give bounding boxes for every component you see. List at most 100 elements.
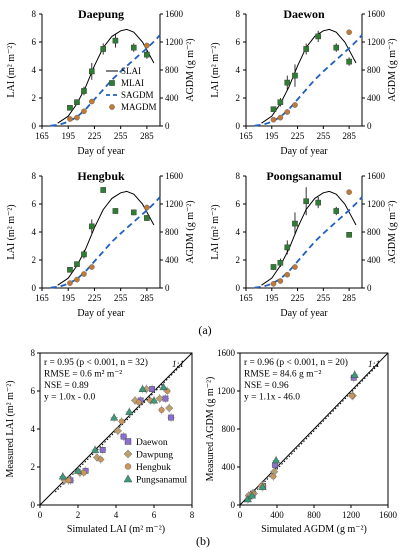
daewon-title: Daewon [283, 7, 325, 21]
agdm_scatter-y-tick-label: 400 [222, 462, 236, 472]
agdm_scatter-hengbuk-point [270, 473, 277, 480]
hengbuk-mlai-point [100, 187, 106, 193]
agdm_scatter-pungsanamul-point [258, 482, 267, 490]
daewon-y-axis-label-left: LAI (m² m⁻²) [210, 42, 221, 97]
hengbuk-y-tick-label-left: 8 [32, 171, 37, 181]
poongsanamul-y-axis-label-left: LAI (m² m⁻²) [210, 204, 221, 259]
daewon-mlai-point [277, 99, 284, 105]
daepung-mlai-point [112, 37, 119, 44]
daewon-mlai-point [303, 46, 309, 52]
poongsanamul-y-tick-label-right: 400 [367, 255, 381, 265]
daepung-mlai-point [74, 99, 80, 105]
daepung-magdm-point [74, 114, 80, 121]
poongsanamul-y-tick-label-right: 1600 [367, 171, 386, 181]
agdm_scatter-pungsanamul-point [247, 491, 257, 499]
lai_scatter-hengbuk-point [80, 469, 87, 476]
hengbuk-mlai-point [112, 208, 119, 214]
lai_scatter-legend-swatch [124, 438, 132, 445]
hengbuk-magdm-point [67, 280, 73, 286]
hengbuk-y-tick-label-right: 1600 [165, 171, 184, 181]
daewon-mlai-point [333, 44, 340, 51]
lai_scatter-daewon-point [120, 433, 127, 440]
lai_scatter-x-tick-label: 6 [152, 510, 157, 520]
hengbuk-sagdm-line [50, 196, 161, 289]
daepung-magdm-point [67, 116, 73, 122]
daepung-x-tick-label: 225 [88, 131, 102, 141]
agdm_scatter-y-tick-label: 0 [231, 500, 236, 510]
lai_scatter-stat-line: r = 0.95 (p < 0.001, n = 32) [44, 357, 148, 368]
daewon-y-axis-label-right: AGDM (g m⁻²) [387, 38, 398, 101]
poongsanamul-mlai-point [284, 244, 291, 251]
panel-label-b: (b) [196, 534, 210, 548]
daewon-x-axis-label: Day of year [280, 146, 328, 157]
hengbuk-x-axis-label: Day of year [77, 308, 125, 319]
daewon-y-tick-label-left: 4 [236, 65, 241, 75]
poongsanamul-x-tick-label: 225 [291, 293, 305, 303]
daepung-y-axis-label-left: LAI (m² m⁻²) [6, 42, 17, 97]
lai_scatter-legend-swatch [123, 449, 133, 459]
hengbuk-magdm-point [89, 264, 95, 270]
daepung-mlai-point [81, 88, 87, 94]
daewon-mlai-point [315, 33, 321, 40]
lai_scatter-y-tick-label: 8 [31, 348, 36, 358]
lai_scatter-y-tick-label: 0 [31, 500, 36, 510]
daewon-y-tick-label-right: 1200 [367, 37, 386, 47]
daepung-y-tick-label-right: 1200 [165, 37, 184, 47]
poongsanamul-y-tick-label-left: 6 [236, 199, 241, 209]
lai_scatter-x-tick-label: 0 [38, 510, 43, 520]
agdm_scatter-y-tick-label: 800 [222, 424, 236, 434]
daewon-y-tick-label-left: 2 [236, 93, 241, 103]
hengbuk-y-tick-label-right: 400 [165, 255, 179, 265]
lai_scatter-dawpung-point [165, 404, 174, 413]
poongsanamul-y-tick-label-left: 0 [236, 283, 241, 293]
daewon-mlai-point [292, 72, 298, 79]
poongsanamul-y-tick-label-right: 1200 [367, 199, 386, 209]
daepung-mlai-point [67, 104, 73, 111]
daewon-x-tick-label: 225 [291, 131, 305, 141]
daepung-x-tick-label: 255 [114, 131, 128, 141]
lai_scatter-pungsanamul-point [110, 413, 119, 421]
lai_scatter-dawpung-point [155, 394, 164, 403]
lai_scatter-pungsanamul-point [159, 383, 168, 391]
lai_scatter-stat-line: y = 1.0x - 0.0 [44, 393, 96, 403]
daepung-legend-swatch [109, 104, 115, 110]
daewon-mlai-point [270, 106, 277, 112]
hengbuk-x-tick-label: 225 [88, 293, 102, 303]
daepung-legend-swatch [109, 80, 115, 86]
lai_scatter-pungsanamul-point [138, 385, 147, 392]
agdm_scatter-one-to-one-label: 1:1 [368, 359, 380, 369]
agdm_scatter-pungsanamul-point [272, 456, 281, 464]
daewon-sagdm-line [254, 34, 363, 127]
daewon-x-tick-label: 285 [342, 131, 356, 141]
poongsanamul-y-tick-label-left: 2 [236, 255, 241, 265]
daepung-y-tick-label-left: 2 [32, 93, 37, 103]
agdm_scatter-y-tick-label: 1200 [217, 386, 236, 396]
agdm_scatter-stat-line: RMSE = 84.6 g m⁻² [244, 370, 322, 380]
lai_scatter-daewon-point [99, 447, 106, 453]
hengbuk-x-tick-label: 165 [35, 293, 49, 303]
lai_scatter-y-tick-label: 6 [31, 386, 36, 396]
agdm_scatter-stat-line: y = 1.1x - 46.0 [244, 393, 300, 403]
lai_scatter-pungsanamul-point [149, 396, 159, 404]
hengbuk-y-tick-label-right: 1200 [165, 199, 184, 209]
daepung-mlai-point [89, 68, 95, 75]
poongsanamul-title: Poongsanamul [266, 169, 342, 183]
hengbuk-title: Hengbuk [77, 169, 125, 183]
lai_scatter-legend-swatch [123, 474, 133, 483]
daepung-mlai-point [144, 51, 150, 58]
lai_scatter-pungsanamul-point [58, 472, 67, 480]
daepung-y-tick-label-right: 800 [165, 65, 179, 75]
hengbuk-y-tick-label-left: 6 [32, 199, 37, 209]
lai_scatter-stat-line: NSE = 0.89 [44, 381, 89, 391]
daewon-y-tick-label-right: 400 [367, 93, 381, 103]
daewon-y-tick-label-right: 800 [367, 65, 381, 75]
lai_scatter-hengbuk-point [65, 477, 72, 484]
daepung-x-tick-label: 195 [61, 131, 75, 141]
daepung-sagdm-line [50, 34, 161, 127]
agdm_scatter-y-axis-label: Measured AGDM (g m⁻²) [205, 377, 216, 482]
agdm_scatter-x-tick-label: 1200 [342, 510, 361, 520]
daepung-legend-label: MLAI [121, 78, 144, 88]
poongsanamul-x-tick-label: 165 [239, 293, 253, 303]
lai_scatter-stat-line: RMSE = 0.6 m² m⁻² [44, 370, 122, 380]
lai_scatter-x-tick-label: 2 [76, 510, 81, 520]
